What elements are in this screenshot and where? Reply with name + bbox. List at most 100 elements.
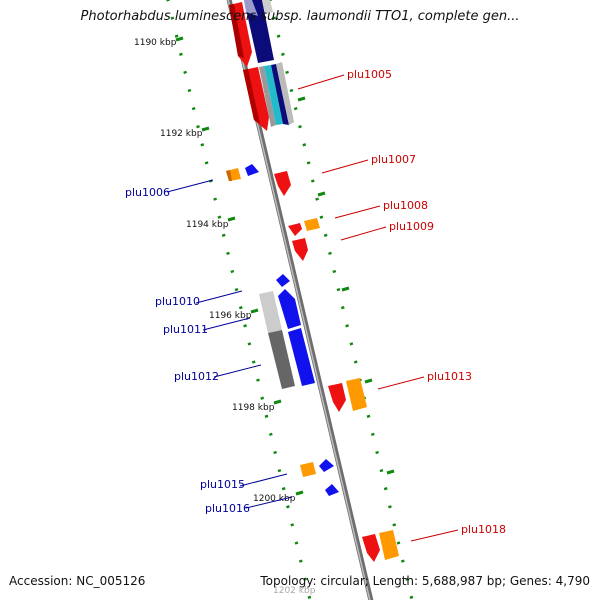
scale-minor-tick — [379, 468, 384, 473]
gene-arrow-darkgray[interactable] — [268, 330, 295, 389]
scale-minor-tick — [243, 324, 247, 328]
gene-label-plu1011[interactable]: plu1011 — [163, 323, 208, 336]
gene-arrow-blue[interactable] — [276, 274, 290, 287]
scale-minor-tick — [268, 432, 273, 437]
gene-arrow-navy[interactable] — [244, 0, 274, 63]
gene-arrow-red[interactable] — [292, 238, 308, 261]
gene-arrow-lightgray[interactable] — [259, 291, 282, 333]
scale-minor-tick — [307, 595, 312, 599]
scale-minor-tick — [247, 342, 252, 346]
scale-minor-tick — [281, 52, 285, 56]
gene-label-plu1010[interactable]: plu1010 — [155, 295, 200, 308]
gene-label-plu1009[interactable]: plu1009 — [389, 220, 434, 233]
gene-arrow-red-shade — [229, 4, 244, 58]
scale-minor-tick — [277, 468, 282, 473]
gene-label-plu1007[interactable]: plu1007 — [371, 153, 416, 166]
gene-arrow-blue[interactable] — [288, 328, 315, 386]
scale-minor-tick — [298, 559, 303, 563]
scale-minor-tick — [281, 487, 286, 491]
gene-arrow-blue[interactable] — [319, 459, 334, 472]
scale-minor-tick — [286, 505, 290, 509]
gene-arrow-red[interactable] — [274, 171, 291, 196]
scale-minor-tick — [383, 487, 388, 491]
scale-labels: 1190 kbp 1192 kbp 1194 kbp 1196 kbp 1198… — [134, 36, 316, 596]
gene-label-plu1013[interactable]: plu1013 — [427, 370, 472, 383]
scale-major-tick — [295, 490, 304, 496]
outer-major-ticks — [297, 96, 395, 475]
gene-arrow-red[interactable] — [288, 223, 302, 236]
scale-minor-tick — [226, 251, 230, 256]
scale-minor-tick — [238, 306, 243, 310]
gene-arrow-gray[interactable] — [259, 66, 276, 127]
scale-minor-tick — [392, 523, 397, 527]
gene-arrow-orange[interactable] — [379, 530, 399, 560]
scale-minor-tick — [183, 70, 187, 75]
gene-arrow-gray[interactable] — [262, 0, 273, 14]
scale-label-1190: 1190 kbp — [134, 38, 177, 48]
scale-minor-tick — [303, 577, 307, 581]
scale-minor-tick — [260, 396, 265, 400]
gene-label-plu1006[interactable]: plu1006 — [125, 186, 170, 199]
scale-minor-tick — [353, 360, 358, 364]
scale-minor-tick — [345, 324, 349, 328]
scale-minor-tick — [187, 88, 192, 93]
gene-label-plu1015[interactable]: plu1015 — [200, 478, 245, 491]
scale-minor-tick — [200, 143, 205, 147]
gene-arrow-blue[interactable] — [278, 289, 301, 329]
gene-arrow-navy[interactable] — [271, 64, 289, 125]
gene-arrow-red[interactable] — [328, 383, 346, 412]
scale-minor-tick — [204, 161, 209, 165]
gene-label-plu1018[interactable]: plu1018 — [461, 523, 506, 536]
gene-arrow-blue[interactable] — [245, 164, 259, 176]
scale-minor-tick — [179, 52, 183, 56]
scale-minor-tick — [306, 161, 311, 165]
gene-label-plu1016[interactable]: plu1016 — [205, 502, 250, 515]
scale-minor-tick — [221, 233, 226, 237]
scale-minor-tick — [276, 34, 281, 38]
scale-label-1192: 1192 kbp — [160, 129, 203, 139]
scale-label-1198: 1198 kbp — [232, 403, 275, 413]
scale-minor-tick — [298, 125, 302, 129]
scale-minor-tick — [294, 541, 299, 545]
scale-minor-tick — [272, 16, 277, 20]
label-leaders — [166, 74, 459, 542]
scale-minor-tick — [319, 215, 324, 219]
scale-minor-tick — [196, 125, 200, 129]
gene-arrow-orange[interactable] — [300, 462, 316, 477]
scale-major-tick — [201, 126, 210, 132]
scale-minor-tick — [191, 106, 196, 111]
scale-minor-tick — [217, 215, 222, 219]
gene-arrow-orange[interactable] — [304, 218, 320, 231]
gene-label-plu1005[interactable]: plu1005 — [347, 68, 392, 81]
gene-arrow-orange-shade — [226, 170, 232, 181]
gene-label-plu1008[interactable]: plu1008 — [383, 199, 428, 212]
scale-minor-tick — [349, 342, 354, 346]
scale-minor-tick — [234, 287, 239, 292]
scale-minor-tick — [328, 251, 332, 256]
scale-minor-tick — [290, 523, 295, 527]
scale-minor-tick — [174, 34, 179, 38]
scale-minor-tick — [366, 414, 371, 418]
inner-scale-track — [166, 0, 312, 599]
gene-arrow-cyan[interactable] — [264, 65, 283, 125]
genes — [226, 0, 399, 562]
gene-arrow-red[interactable] — [362, 534, 380, 562]
scale-minor-tick — [332, 269, 337, 274]
scale-label-1196: 1196 kbp — [209, 311, 252, 321]
gene-label-plu1012[interactable]: plu1012 — [174, 370, 219, 383]
gene-arrow-orange[interactable] — [346, 378, 367, 411]
scale-label-1202: 1202 kbp — [273, 586, 316, 596]
gene-arrow-lightgray[interactable] — [276, 62, 294, 125]
scale-label-1194: 1194 kbp — [186, 220, 229, 230]
scale-minor-tick — [396, 541, 401, 545]
gene-arrow-blue[interactable] — [325, 484, 339, 496]
scale-minor-tick — [400, 559, 405, 563]
scale-minor-tick — [289, 88, 294, 93]
scale-minor-tick — [166, 0, 170, 2]
scale-minor-tick — [336, 287, 341, 292]
scale-minor-tick — [315, 197, 319, 201]
scale-minor-tick — [409, 595, 414, 599]
scale-minor-tick — [388, 505, 392, 509]
scale-minor-tick — [375, 450, 379, 455]
